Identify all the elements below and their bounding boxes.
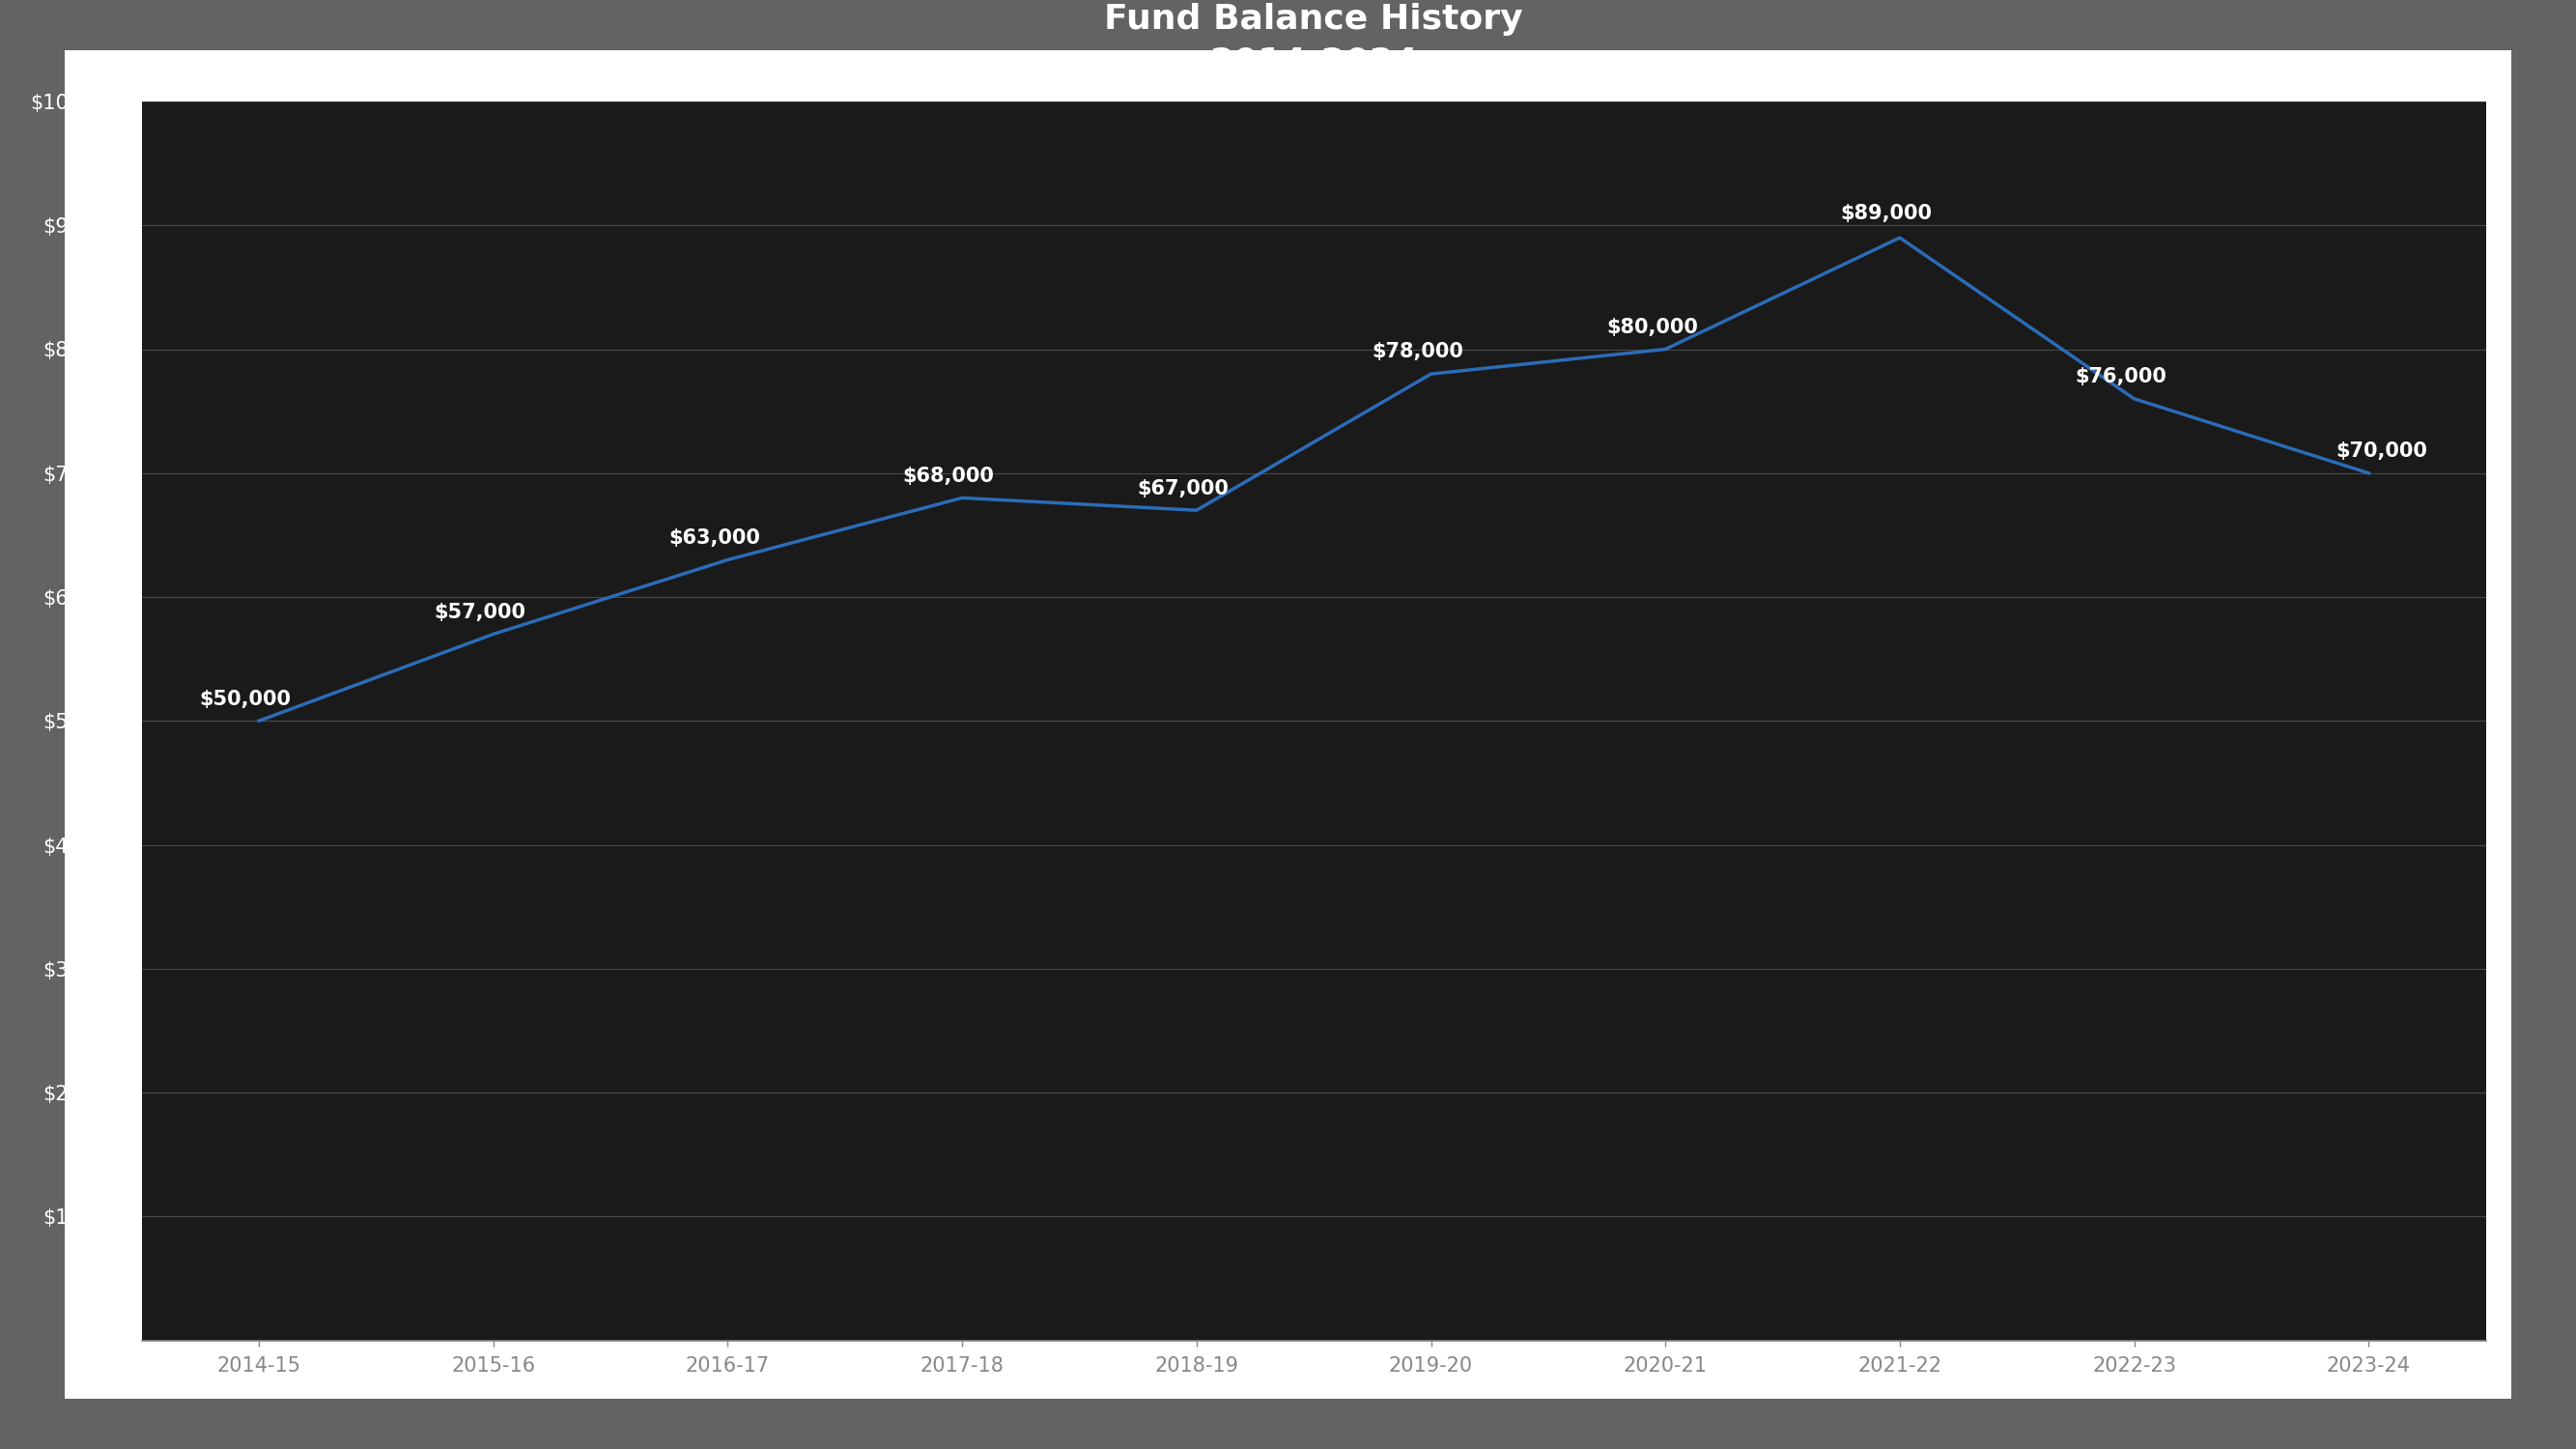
Text: $76,000: $76,000 — [2076, 367, 2166, 387]
Title: Fund Balance History
2014-2024: Fund Balance History 2014-2024 — [1105, 3, 1522, 78]
Text: $57,000: $57,000 — [433, 603, 526, 622]
Text: $80,000: $80,000 — [1607, 317, 1698, 338]
Text: $63,000: $63,000 — [670, 529, 760, 548]
Text: $68,000: $68,000 — [904, 467, 994, 485]
Text: $67,000: $67,000 — [1139, 478, 1229, 498]
Text: $89,000: $89,000 — [1839, 203, 1932, 223]
Text: $50,000: $50,000 — [198, 690, 291, 709]
Text: $78,000: $78,000 — [1373, 342, 1463, 362]
Text: $70,000: $70,000 — [2336, 442, 2427, 461]
